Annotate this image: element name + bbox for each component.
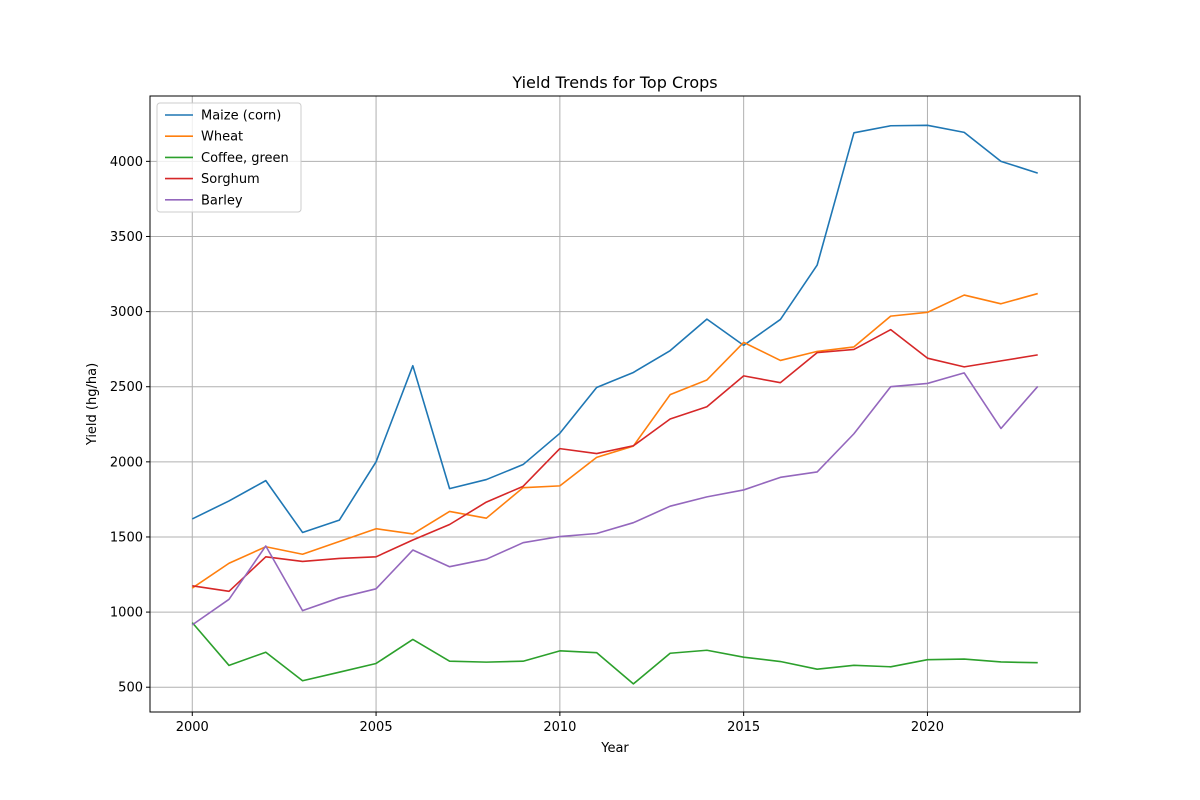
x-tick-label: 2020 <box>911 720 944 735</box>
y-tick-label: 3000 <box>110 305 143 320</box>
y-tick-label: 2500 <box>110 380 143 395</box>
chart-title: Yield Trends for Top Crops <box>511 73 717 92</box>
legend-label-0: Maize (corn) <box>201 109 281 124</box>
legend-label-1: Wheat <box>201 130 243 145</box>
y-axis-ticks: 500 1000 1500 2000 2500 3000 3500 4000 <box>110 155 150 696</box>
x-axis-ticks: 2000 2005 2010 2015 2020 <box>176 712 944 735</box>
grid <box>150 96 1080 712</box>
y-tick-label: 3500 <box>110 230 143 245</box>
y-tick-label: 1000 <box>110 606 143 621</box>
y-tick-label: 2000 <box>110 455 143 470</box>
legend-label-3: Sorghum <box>201 172 260 187</box>
x-tick-label: 2015 <box>727 720 760 735</box>
y-tick-label: 1500 <box>110 530 143 545</box>
y-tick-label: 4000 <box>110 155 143 170</box>
x-tick-label: 2005 <box>360 720 393 735</box>
legend: Maize (corn) Wheat Coffee, green Sorghum Bar… <box>156 102 302 213</box>
x-tick-label: 2000 <box>176 720 209 735</box>
series-line-3 <box>192 328 1038 593</box>
plot-frame <box>149 95 1081 713</box>
legend-box <box>156 102 302 213</box>
series-line-4 <box>191 372 1039 626</box>
legend-label-4: Barley <box>201 193 243 208</box>
x-tick-label: 2010 <box>543 720 576 735</box>
legend-label-2: Coffee, green <box>201 151 289 166</box>
y-axis-label: Yield (hg/ha) <box>85 363 100 446</box>
series-lines <box>191 124 1039 685</box>
y-tick-label: 500 <box>118 681 143 696</box>
series-line-1 <box>191 292 1038 589</box>
series-line-0 <box>191 124 1038 534</box>
series-line-2 <box>191 622 1038 685</box>
x-axis-label: Year <box>600 741 629 756</box>
